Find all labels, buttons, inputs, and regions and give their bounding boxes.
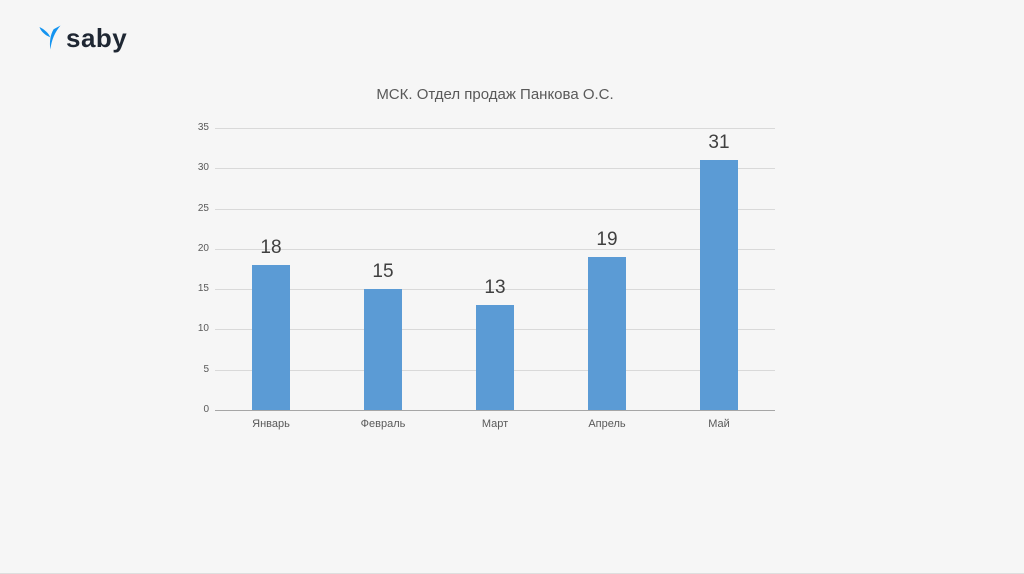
x-tick-label: Май — [708, 418, 730, 430]
y-tick-label: 25 — [197, 202, 209, 214]
bar-Март — [476, 305, 514, 410]
x-tick-label: Январь — [252, 418, 290, 430]
gridline — [215, 289, 775, 291]
bar-chart: МСК. Отдел продаж Панкова О.С. 0 5 10 15 20 2… — [185, 86, 795, 451]
gridline — [215, 128, 775, 129]
y-tick-label: 35 — [197, 122, 209, 133]
bar-value-label: 18 — [260, 236, 282, 258]
bar-Февраль — [364, 289, 402, 410]
x-tick-label: Март — [481, 418, 509, 430]
x-tick-label: Февраль — [360, 418, 406, 430]
bar-value-label: 15 — [372, 261, 394, 283]
bar-value-label: 13 — [484, 277, 506, 299]
logo-text: saby — [66, 23, 128, 53]
bar-value-label: 19 — [596, 228, 618, 250]
plot-area: 0 5 10 15 20 25 30 35 18 Январь 15 Февраль 13 Март 19 А… — [198, 122, 775, 430]
saby-logo: saby — [38, 24, 127, 52]
y-tick-label: 0 — [203, 404, 209, 415]
bar-Январь — [252, 264, 290, 410]
saby-bird-icon — [38, 24, 62, 52]
chart-title: МСК. Отдел продаж Панкова О.С. — [376, 86, 614, 103]
y-tick-label: 10 — [197, 323, 209, 335]
gridline — [215, 168, 775, 170]
bar-value-label: 31 — [708, 132, 730, 154]
y-tick-label: 30 — [197, 162, 209, 174]
y-tick-label: 20 — [197, 242, 209, 254]
gridline — [215, 208, 775, 210]
y-tick-label: 15 — [197, 283, 209, 295]
gridline — [215, 248, 775, 250]
x-tick-label: Апрель — [588, 418, 626, 430]
bar-Май — [700, 160, 738, 410]
bar-Апрель — [588, 256, 626, 410]
x-axis-line — [215, 410, 775, 411]
y-tick-label: 5 — [203, 363, 209, 375]
